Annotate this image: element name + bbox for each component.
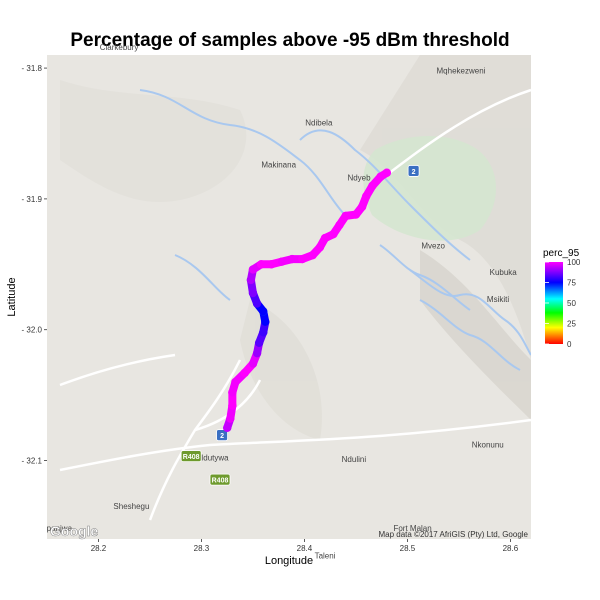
x-tick-label: 28.2 (91, 544, 107, 553)
road-shield-label: R408 (212, 478, 229, 485)
legend-label: 75 (567, 279, 576, 288)
y-axis-label: Latitude (6, 277, 18, 316)
place-label: Mvezo (421, 242, 445, 251)
x-axis: 28.2 28.3 28.4 28.5 28.6 (91, 539, 519, 553)
road-shield: R408 (209, 473, 231, 486)
road-shield-label: 2 (220, 433, 224, 440)
place-label: Ndibela (305, 119, 333, 128)
chart-title: Percentage of samples above -95 dBm thre… (70, 30, 510, 51)
y-tick-label: - 32.0 (22, 326, 43, 335)
legend-label: 50 (567, 299, 576, 308)
rivers (139, 89, 531, 371)
road-shields: 2 2 R408 R408 (180, 165, 420, 486)
signal-track (223, 168, 392, 433)
road-shield: R408 (180, 450, 202, 462)
map-attribution: Map data ©2017 AfriGIS (Pty) Ltd, Google (378, 530, 528, 539)
legend-title: perc_95 (543, 248, 580, 259)
protected-area (363, 135, 497, 241)
y-tick-label: - 32.1 (22, 457, 43, 466)
x-axis-label: Longitude (265, 555, 313, 567)
legend: perc_95 100 75 50 25 0 (543, 248, 581, 349)
google-logo: Google (50, 523, 98, 539)
place-label: Taleni (315, 552, 336, 561)
place-label: Sheshegu (113, 502, 149, 511)
roads (59, 88, 531, 521)
track-point (382, 168, 392, 177)
place-label: Ndulini (342, 455, 367, 464)
x-tick-label: 28.4 (297, 544, 313, 553)
legend-label: 0 (567, 340, 572, 349)
legend-label: 25 (567, 320, 576, 329)
y-axis: - 31.8 - 31.9 - 32.0 - 32.1 (22, 64, 47, 466)
road-shield: 2 (216, 429, 228, 442)
x-tick-label: 28.3 (194, 544, 210, 553)
place-label: Fort Malan (393, 524, 431, 533)
place-label: Makinana (261, 160, 296, 169)
legend-colorbar (545, 262, 563, 344)
place-label: Nkonunu (472, 440, 504, 449)
x-tick-label: 28.5 (400, 544, 416, 553)
x-tick-label: 28.6 (503, 544, 519, 553)
legend-label: 100 (567, 258, 581, 267)
y-tick-label: - 31.8 (22, 64, 43, 73)
place-label: Ndyeb (347, 174, 371, 183)
place-label: Idutywa (201, 454, 229, 463)
place-label: panjwa (47, 524, 73, 533)
place-label: Clarkebury (100, 43, 139, 52)
place-label: Mqhekezweni (437, 66, 486, 75)
place-label: Kubuka (490, 268, 518, 277)
y-tick-label: - 31.9 (22, 195, 43, 204)
road-shield-label: R408 (183, 454, 200, 461)
road-shield-label: 2 (412, 169, 416, 176)
road-shield: 2 (407, 165, 420, 177)
place-label: Msikiti (487, 295, 509, 304)
place-labels: Clarkebury Mqhekezweni Ndibela Makinana Ndye… (47, 43, 518, 561)
map-background (47, 55, 531, 539)
